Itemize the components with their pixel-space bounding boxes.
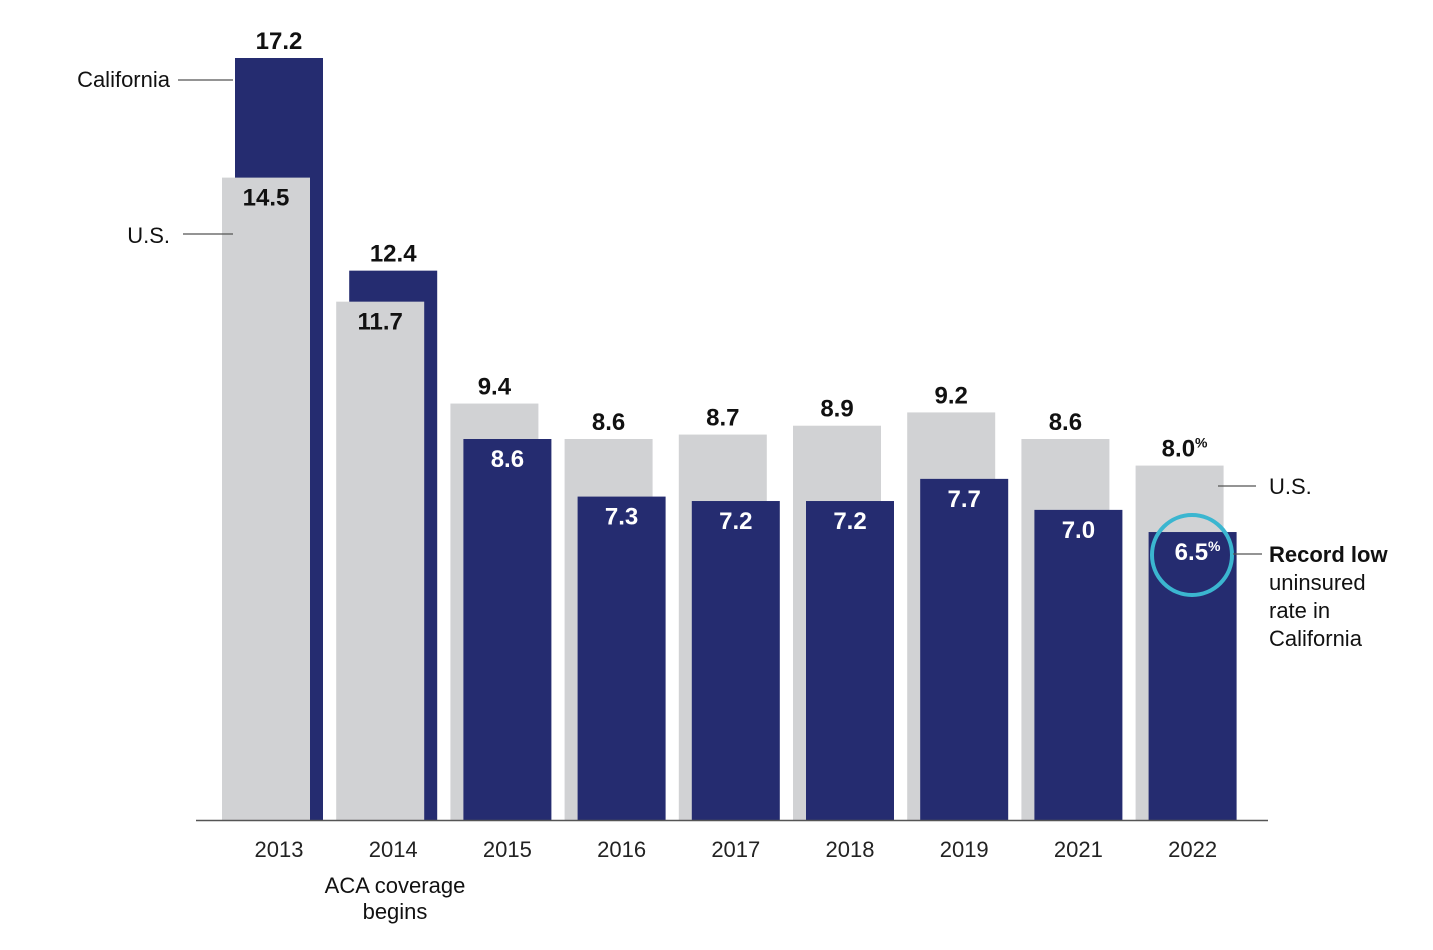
bar-california-2016 [577,496,666,820]
value-label-california-2021: 7.0 [1062,517,1095,544]
value-label-california-2019: 7.7 [948,486,981,513]
x-tick-2014: 2014 [369,837,418,862]
us-series-label-right: U.S. [1269,474,1312,499]
bar-california-2019 [920,478,1009,820]
value-label-us-2014: 11.7 [358,309,403,336]
value-label-us-2017: 8.7 [706,405,739,432]
x-tick-2022: 2022 [1168,837,1217,862]
record-low-title: Record low [1269,542,1388,567]
bar-california-2017 [691,501,780,820]
value-label-us-2015: 9.4 [478,374,512,401]
value-label-california-2014: 12.4 [370,241,417,268]
value-label-california-2017: 7.2 [719,508,752,535]
record-low-line-3: California [1269,626,1363,651]
bar-california-2015 [463,439,552,820]
value-label-california-2018: 7.2 [833,508,866,535]
bar-california-2021 [1034,509,1123,820]
x-tick-2013: 2013 [255,837,304,862]
record-low-line-2: rate in [1269,598,1330,623]
bar-us-2014 [336,301,425,820]
value-label-california-2013: 17.2 [256,28,303,55]
x-tick-2021: 2021 [1054,837,1103,862]
bar-us-2013 [222,177,310,820]
value-label-california-2015: 8.6 [491,446,524,473]
x-tick-2016: 2016 [597,837,646,862]
value-label-us-2019: 9.2 [935,382,968,409]
value-label-california-2022: 6.5% [1175,538,1221,566]
x-tick-labels: 2013 2014 2015 2016 2017 2018 2019 2021 2022 [255,837,1218,862]
aca-note-line-1: ACA coverage [325,873,466,898]
record-low-line-1: uninsured [1269,570,1366,595]
x-tick-2017: 2017 [711,837,760,862]
value-label-us-2013: 14.5 [243,185,290,212]
value-label-california-2016: 7.3 [605,504,638,531]
bar-california-2018 [806,501,894,820]
x-tick-2015: 2015 [483,837,532,862]
california-series-label: California [77,67,171,92]
bars-layer: 17.2 14.5 12.4 11.7 9.4 8.6 8.6 7.3 8.7 7.2 8.9 7.2… [222,28,1237,821]
bar-california-2022 [1148,532,1237,820]
x-tick-2019: 2019 [940,837,989,862]
x-tick-2018: 2018 [826,837,875,862]
record-low-highlight-circle [1150,513,1234,597]
value-label-us-2022: 8.0% [1162,435,1208,463]
aca-note-line-2: begins [363,899,428,924]
us-series-label-left: U.S. [127,223,170,248]
value-label-us-2018: 8.9 [820,396,853,423]
value-label-us-2016: 8.6 [592,409,625,436]
value-label-us-2021: 8.6 [1049,409,1082,436]
